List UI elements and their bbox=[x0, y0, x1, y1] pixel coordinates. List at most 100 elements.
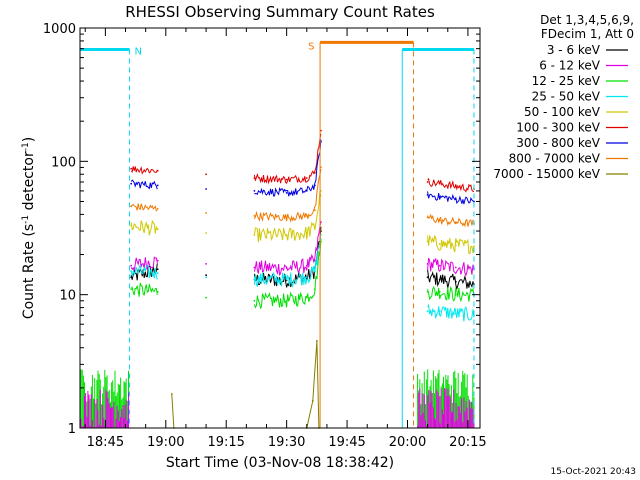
x-tick-label: 19:00 bbox=[147, 435, 184, 450]
y-tick-label: 100 bbox=[51, 155, 76, 170]
series-line-800-7000-kev bbox=[253, 169, 322, 223]
legend-label-100-300-kev: 100 - 300 keV bbox=[516, 121, 600, 135]
legend-header-1: Det 1,3,4,5,6,9, bbox=[540, 13, 634, 27]
data-point-100-300-kev bbox=[438, 182, 441, 185]
timestamp: 15-Oct-2021 20:43 bbox=[551, 467, 636, 477]
series-300-800-kev bbox=[130, 139, 475, 205]
y-tick-label: 10 bbox=[59, 289, 76, 304]
data-point-100-300-kev bbox=[313, 171, 316, 174]
y-axis-label-sup1: -1 bbox=[21, 215, 31, 224]
x-tick-label: 20:15 bbox=[449, 435, 486, 450]
data-point-25-50-kev bbox=[130, 270, 133, 273]
y-axis-label-end: ) bbox=[21, 137, 37, 142]
series-line-3-6-kev bbox=[130, 263, 158, 281]
series-line-12-25-kev bbox=[427, 285, 475, 303]
data-point-12-25-kev bbox=[205, 296, 208, 299]
legend-label-300-800-kev: 300 - 800 keV bbox=[516, 136, 600, 150]
data-point-800-7000-kev bbox=[156, 208, 159, 210]
series-line-800-7000-kev bbox=[130, 203, 158, 212]
x-tick-label: 19:30 bbox=[268, 435, 305, 450]
data-point-6-12-kev bbox=[253, 266, 256, 269]
saa-label: S bbox=[308, 41, 314, 52]
night-label: N bbox=[135, 46, 142, 57]
data-point-300-800-kev bbox=[253, 190, 256, 192]
data-point-300-800-kev bbox=[205, 188, 208, 190]
data-point-3-6-kev bbox=[426, 276, 429, 279]
data-point-300-800-kev bbox=[473, 200, 475, 203]
data-point-12-25-kev bbox=[438, 290, 441, 293]
legend-label-12-25-kev: 12 - 25 keV bbox=[532, 74, 601, 88]
data-point-25-50-kev bbox=[313, 270, 316, 273]
data-point-300-800-kev bbox=[313, 184, 316, 187]
series-line-12-25-kev bbox=[253, 238, 322, 310]
data-point-50-100-kev bbox=[253, 234, 256, 236]
data-point-50-100-kev bbox=[156, 228, 159, 231]
series-line-800-7000-kev bbox=[427, 213, 475, 228]
x-tick-label: 19:15 bbox=[207, 435, 244, 450]
data-point-100-300-kev bbox=[205, 173, 208, 176]
data-point-300-800-kev bbox=[438, 196, 441, 198]
data-point-100-300-kev bbox=[253, 177, 256, 179]
series-line-50-100-kev bbox=[427, 234, 475, 255]
legend-label-50-100-kev: 50 - 100 keV bbox=[524, 105, 601, 119]
data-point-50-100-kev bbox=[205, 232, 208, 234]
data-point-25-50-kev bbox=[285, 278, 288, 281]
series-line-25-50-kev bbox=[253, 237, 322, 288]
data-point-300-800-kev bbox=[454, 198, 457, 201]
x-axis-label: Start Time (03-Nov-08 18:38:42) bbox=[166, 455, 394, 471]
series-line-100-300-kev bbox=[253, 133, 322, 185]
y-axis-label-sup2: -1 bbox=[21, 142, 31, 151]
data-point-12-25-kev bbox=[426, 290, 429, 293]
series-line-3-6-kev bbox=[427, 269, 475, 290]
data-point-6-12-kev bbox=[313, 259, 316, 262]
data-point-6-12-kev bbox=[438, 264, 441, 267]
series-line-50-100-kev bbox=[253, 191, 322, 243]
x-tick-label: 19:45 bbox=[328, 435, 365, 450]
data-point-7000-15000-kev bbox=[311, 399, 314, 402]
data-point-50-100-kev bbox=[130, 224, 133, 227]
data-point-100-300-kev bbox=[156, 169, 159, 172]
y-axis-label-mid: detector bbox=[21, 151, 37, 215]
data-point-800-7000-kev bbox=[205, 212, 208, 214]
data-point-800-7000-kev bbox=[454, 221, 457, 224]
data-point-50-100-kev bbox=[285, 234, 288, 236]
data-point-6-12-kev bbox=[285, 267, 288, 270]
data-point-25-50-kev bbox=[253, 278, 256, 281]
series-line-7000-15000-kev bbox=[171, 393, 175, 429]
data-point-800-7000-kev bbox=[438, 219, 441, 222]
data-point-12-25-kev bbox=[253, 299, 256, 302]
y-tick-label: 1000 bbox=[43, 22, 76, 37]
series-25-50-kev bbox=[130, 234, 475, 322]
data-point-300-800-kev bbox=[305, 190, 308, 192]
data-point-6-12-kev bbox=[205, 263, 208, 265]
legend-label-3-6-kev: 3 - 6 keV bbox=[547, 43, 601, 57]
data-point-25-50-kev bbox=[205, 276, 208, 279]
series-line-12-25-kev bbox=[131, 282, 158, 297]
data-point-50-100-kev bbox=[473, 245, 475, 248]
data-point-6-12-kev bbox=[305, 264, 308, 267]
series-line-50-100-kev bbox=[130, 219, 158, 236]
series-line-25-50-kev bbox=[427, 303, 475, 322]
series-line-6-12-kev bbox=[427, 257, 475, 277]
data-point-100-300-kev bbox=[454, 185, 457, 188]
data-point-3-6-kev bbox=[454, 280, 457, 283]
data-point-25-50-kev bbox=[305, 276, 308, 279]
data-point-12-25-kev bbox=[305, 296, 308, 299]
data-point-800-7000-kev bbox=[253, 215, 256, 217]
data-point-50-100-kev bbox=[426, 240, 429, 243]
data-point-6-12-kev bbox=[156, 259, 159, 262]
legend-label-6-12-kev: 6 - 12 keV bbox=[539, 59, 601, 73]
data-point-50-100-kev bbox=[305, 232, 308, 234]
data-point-100-300-kev bbox=[285, 178, 288, 181]
data-point-6-12-kev bbox=[454, 266, 457, 269]
data-point-3-6-kev bbox=[438, 278, 441, 281]
data-point-12-25-kev bbox=[454, 293, 457, 296]
data-point-3-6-kev bbox=[156, 268, 159, 271]
series-line-100-300-kev bbox=[130, 166, 158, 175]
data-point-50-100-kev bbox=[438, 243, 441, 245]
data-point-12-25-kev bbox=[156, 290, 159, 293]
series-line-100-300-kev bbox=[427, 177, 475, 193]
x-tick-label: 20:00 bbox=[389, 435, 426, 450]
data-point-25-50-kev bbox=[426, 310, 429, 313]
